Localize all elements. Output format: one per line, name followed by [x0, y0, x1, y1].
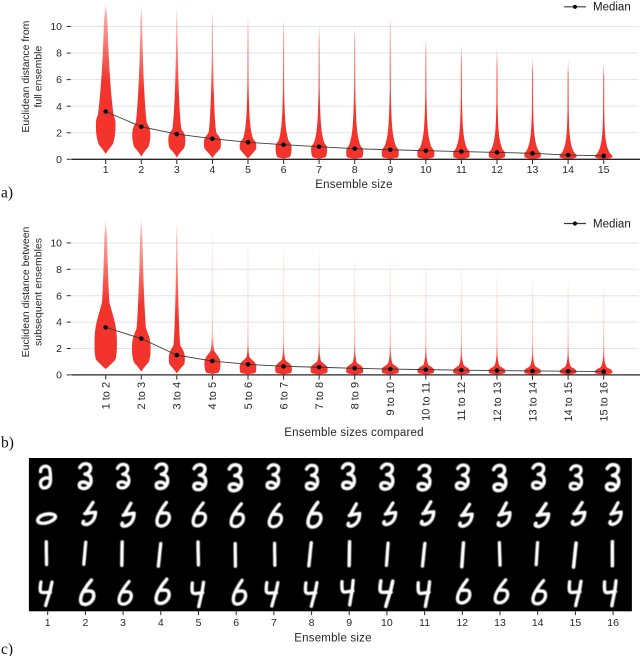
svg-text:4: 4 [56, 101, 62, 113]
svg-text:7 to 8: 7 to 8 [314, 382, 326, 410]
svg-text:11 to 12: 11 to 12 [456, 382, 468, 421]
svg-text:6: 6 [56, 74, 62, 86]
svg-text:Ensemble size: Ensemble size [294, 633, 371, 645]
svg-text:11: 11 [456, 164, 467, 176]
svg-text:9: 9 [387, 164, 393, 176]
svg-text:15: 15 [598, 164, 610, 176]
svg-text:8: 8 [56, 48, 62, 60]
svg-text:3: 3 [120, 617, 126, 629]
svg-text:12: 12 [456, 617, 468, 629]
svg-text:2: 2 [138, 164, 144, 176]
svg-text:1 to 2: 1 to 2 [101, 382, 113, 410]
svg-text:7: 7 [316, 164, 322, 176]
svg-text:2: 2 [56, 127, 62, 139]
svg-text:14: 14 [532, 617, 544, 629]
svg-text:10 to 11: 10 to 11 [421, 382, 433, 421]
svg-text:10: 10 [50, 238, 62, 250]
svg-text:7: 7 [271, 617, 277, 629]
svg-text:1: 1 [45, 617, 51, 629]
svg-text:5 to 6: 5 to 6 [243, 382, 255, 410]
svg-text:15 to 16: 15 to 16 [599, 382, 611, 422]
svg-text:12: 12 [491, 164, 503, 176]
svg-text:9 to 10: 9 to 10 [385, 382, 397, 416]
svg-text:0: 0 [56, 370, 62, 382]
svg-text:1: 1 [103, 164, 109, 176]
svg-text:Ensemble size: Ensemble size [315, 179, 392, 191]
svg-text:8: 8 [309, 617, 315, 629]
svg-text:b): b) [1, 435, 14, 452]
svg-text:8 to 9: 8 to 9 [350, 382, 362, 410]
svg-text:2: 2 [56, 343, 62, 355]
svg-text:10: 10 [50, 21, 62, 33]
svg-text:13: 13 [527, 164, 539, 176]
svg-text:15: 15 [570, 617, 582, 629]
svg-text:3: 3 [174, 164, 180, 176]
svg-text:4: 4 [209, 164, 215, 176]
svg-text:Median: Median [593, 2, 631, 14]
svg-text:2 to 3: 2 to 3 [136, 382, 148, 410]
svg-text:subsequent ensembles: subsequent ensembles [33, 238, 45, 346]
svg-text:6: 6 [233, 617, 239, 629]
svg-text:11: 11 [419, 617, 430, 629]
svg-text:12 to 13: 12 to 13 [492, 382, 504, 422]
svg-text:Euclidean distance from: Euclidean distance from [20, 20, 32, 132]
svg-text:16: 16 [607, 617, 619, 629]
svg-text:Median: Median [593, 218, 631, 230]
svg-text:5: 5 [245, 164, 251, 176]
svg-text:6: 6 [281, 164, 287, 176]
svg-text:full ensemble: full ensemble [33, 46, 45, 108]
svg-text:13: 13 [494, 617, 506, 629]
svg-text:a): a) [1, 185, 13, 202]
svg-text:10: 10 [381, 617, 393, 629]
svg-text:3 to 4: 3 to 4 [172, 382, 184, 410]
svg-text:c): c) [1, 641, 13, 656]
svg-text:5: 5 [196, 617, 202, 629]
svg-text:13 to 14: 13 to 14 [527, 382, 539, 422]
svg-text:14: 14 [562, 164, 574, 176]
svg-text:2: 2 [82, 617, 88, 629]
svg-text:Ensemble sizes compared: Ensemble sizes compared [284, 427, 423, 439]
svg-text:6 to 7: 6 to 7 [278, 382, 290, 410]
svg-text:10: 10 [420, 164, 432, 176]
svg-text:6: 6 [56, 290, 62, 302]
svg-text:4 to 5: 4 to 5 [207, 382, 219, 410]
svg-text:9: 9 [346, 617, 352, 629]
svg-text:Euclidean distance between: Euclidean distance between [20, 226, 32, 357]
svg-text:8: 8 [56, 264, 62, 276]
svg-text:8: 8 [352, 164, 358, 176]
svg-text:0: 0 [56, 154, 62, 166]
svg-text:14 to 15: 14 to 15 [563, 382, 575, 422]
svg-text:4: 4 [158, 617, 164, 629]
svg-text:4: 4 [56, 317, 62, 329]
